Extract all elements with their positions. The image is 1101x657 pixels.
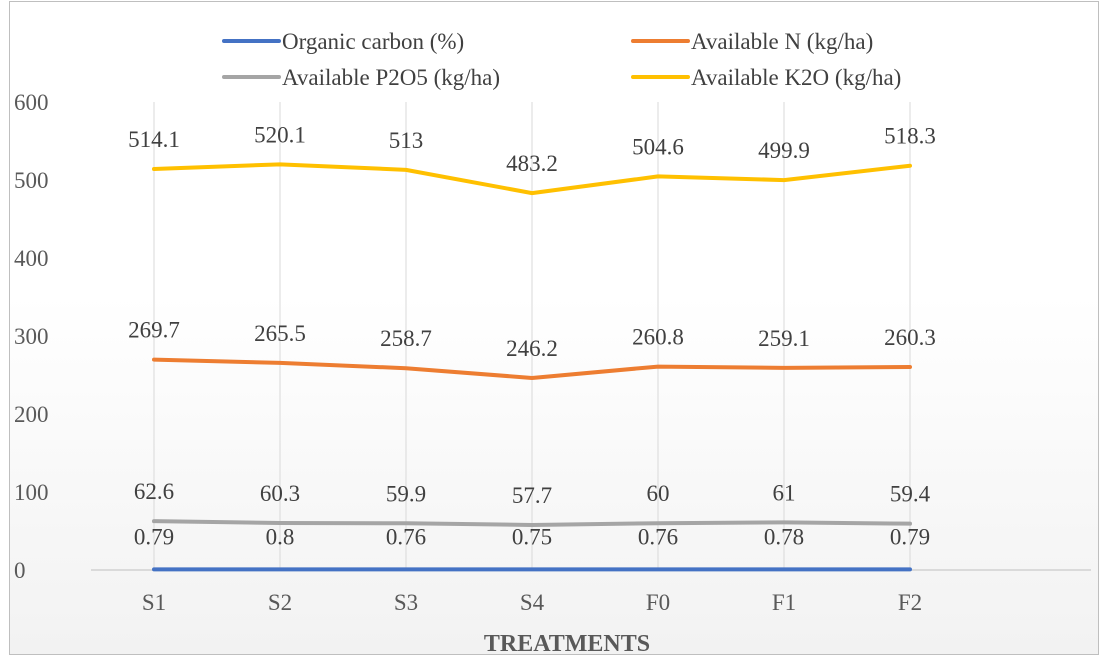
data-label: 0.79 <box>134 524 174 549</box>
chart-area: 0 100 200 300 400 500 600 S1 S2 S3 S4 F0 F1 F2 0.79 0.… <box>9 1 1099 656</box>
data-label: 0.75 <box>512 524 552 549</box>
data-label: 62.6 <box>134 479 174 504</box>
data-label: 513 <box>389 128 424 153</box>
x-tick-label: S2 <box>268 590 292 615</box>
data-label: 520.1 <box>254 122 306 147</box>
series-line <box>152 519 912 527</box>
y-tick-label: 200 <box>14 402 49 427</box>
data-label: 259.1 <box>758 326 810 351</box>
data-label: 483.2 <box>506 151 558 176</box>
y-tick-label: 400 <box>14 246 49 271</box>
y-tick-label: 100 <box>14 480 49 505</box>
x-tick-label: F1 <box>772 590 796 615</box>
legend-entry: Available P2O5 (kg/ha) <box>282 65 500 90</box>
data-label: 269.7 <box>128 318 180 343</box>
x-tick-label: S4 <box>520 590 545 615</box>
data-label: 60 <box>647 481 670 506</box>
x-tick-label: S3 <box>394 590 418 615</box>
x-tick-label: S1 <box>142 590 166 615</box>
data-label: 0.76 <box>386 524 426 549</box>
data-label: 504.6 <box>632 134 684 159</box>
legend-entry: Available K2O (kg/ha) <box>691 65 901 90</box>
data-label: 260.8 <box>632 325 684 350</box>
data-label: 499.9 <box>758 138 810 163</box>
series-lines <box>152 162 912 572</box>
x-tick-label: F2 <box>898 590 922 615</box>
data-label: 0.8 <box>266 524 295 549</box>
data-label: 518.3 <box>884 124 936 149</box>
data-label: 514.1 <box>128 127 180 152</box>
data-label: 258.7 <box>380 326 432 351</box>
y-tick-label: 0 <box>14 558 26 583</box>
data-label: 246.2 <box>506 336 558 361</box>
data-label: 60.3 <box>260 481 300 506</box>
data-label: 0.78 <box>764 524 804 549</box>
legend-entry: Organic carbon (%) <box>282 29 464 54</box>
data-labels: 0.79 0.8 0.76 0.75 0.76 0.78 0.79 269.7 265.5 258… <box>128 122 936 549</box>
y-tick-label: 500 <box>14 168 49 193</box>
data-label: 0.76 <box>638 524 678 549</box>
data-label: 0.79 <box>890 524 930 549</box>
data-label: 260.3 <box>884 325 936 350</box>
data-label: 59.9 <box>386 481 426 506</box>
series-line <box>152 162 912 196</box>
x-tick-label: F0 <box>646 590 670 615</box>
y-tick-label: 300 <box>14 324 49 349</box>
x-axis-title: TREATMENTS <box>484 631 650 656</box>
data-label: 265.5 <box>254 321 306 346</box>
legend: Organic carbon (%) Available N (kg/ha) Ava… <box>222 29 901 90</box>
axes: 0 100 200 300 400 500 600 S1 S2 S3 S4 F0 F1 F2 <box>14 90 1091 615</box>
data-label: 61 <box>773 480 796 505</box>
series-line <box>152 357 912 380</box>
legend-entry: Available N (kg/ha) <box>691 29 873 54</box>
data-label: 57.7 <box>512 483 552 508</box>
y-tick-label: 600 <box>14 90 49 115</box>
data-label: 59.4 <box>890 482 931 507</box>
